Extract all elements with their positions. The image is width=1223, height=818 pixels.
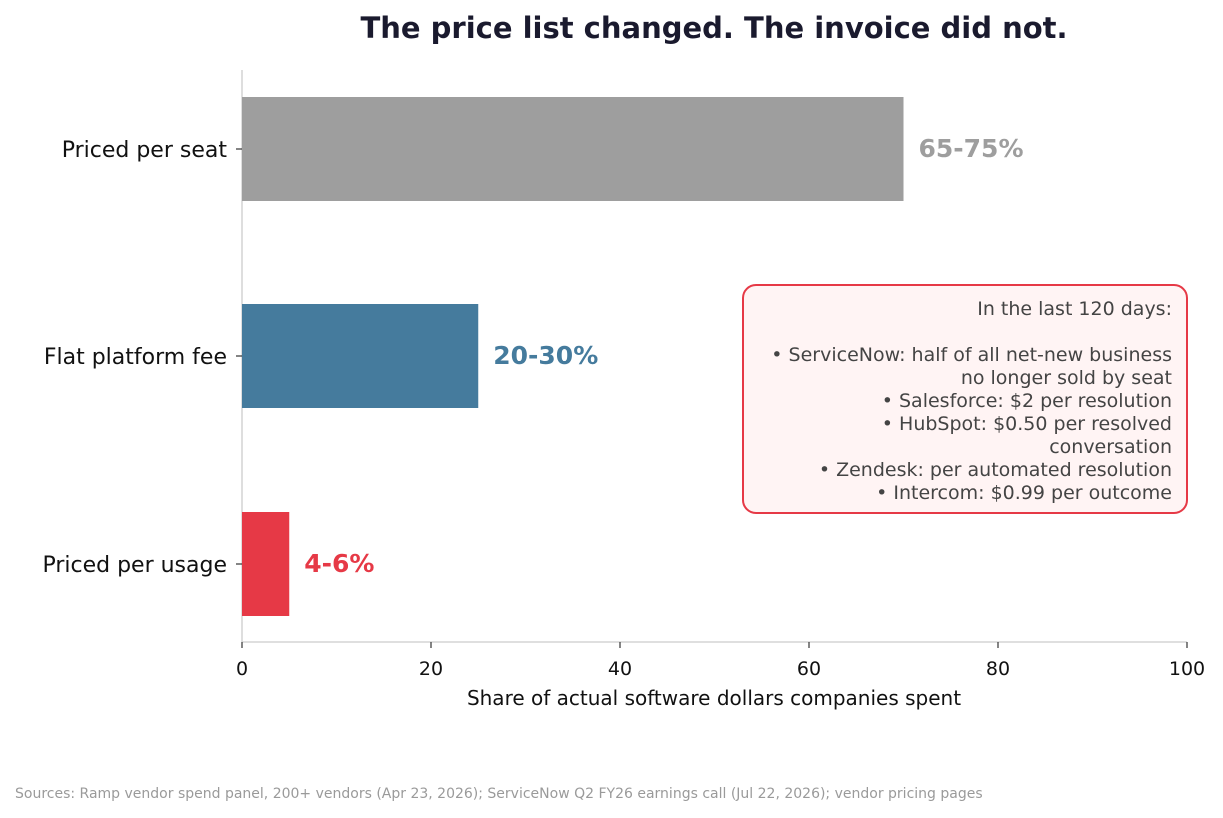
annotation-box: In the last 120 days: ServiceNow: half o… [742, 284, 1188, 514]
x-tick-label: 60 [797, 658, 821, 680]
source-note: Sources: Ramp vendor spend panel, 200+ v… [15, 786, 983, 802]
data-label: 20-30% [493, 341, 598, 370]
annotation-item: Intercom: $0.99 per outcome [758, 482, 1172, 505]
annotation-list: ServiceNow: half of all net-new business… [758, 344, 1172, 505]
data-label: 65-75% [919, 134, 1024, 163]
annotation-item: ServiceNow: half of all net-new business… [758, 344, 1172, 390]
x-tick-label: 100 [1169, 658, 1205, 680]
x-axis-label: Share of actual software dollars compani… [467, 686, 961, 710]
x-tick-label: 20 [419, 658, 443, 680]
category-label: Priced per usage [42, 553, 227, 578]
annotation-title: In the last 120 days: [977, 298, 1172, 320]
bar-priced-per-usage [242, 512, 290, 616]
category-label: Priced per seat [62, 138, 228, 163]
x-ticks: 0 20 40 60 80 100 [236, 642, 1205, 680]
annotation-item: HubSpot: $0.50 per resolved conversation [758, 413, 1172, 459]
chart-title: The price list changed. The invoice did … [360, 11, 1067, 45]
x-tick-label: 0 [236, 658, 248, 680]
x-tick-label: 40 [608, 658, 632, 680]
annotation-item: Zendesk: per automated resolution [758, 459, 1172, 482]
data-label: 4-6% [304, 549, 374, 578]
x-tick-label: 80 [986, 658, 1010, 680]
annotation-item: Salesforce: $2 per resolution [758, 390, 1172, 413]
bar-priced-per-seat [242, 97, 904, 201]
category-label: Flat platform fee [44, 345, 227, 370]
bars: Priced per seat 65-75% Flat platform fee 20… [42, 97, 1024, 616]
bar-flat-platform-fee [242, 304, 479, 408]
